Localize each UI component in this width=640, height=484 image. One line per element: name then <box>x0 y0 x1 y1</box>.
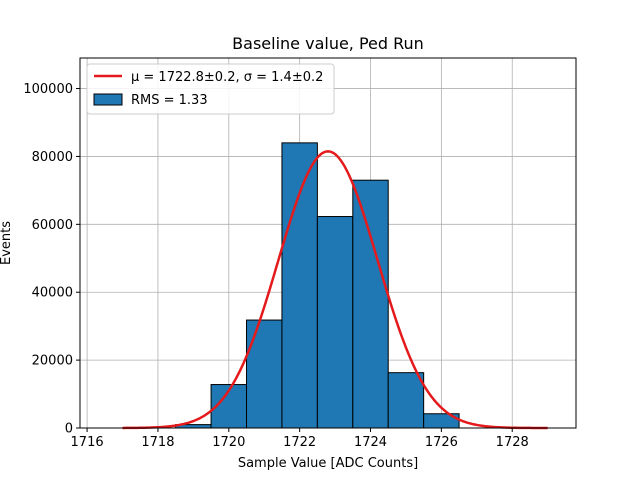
x-tick-label-0: 1716 <box>71 435 104 450</box>
y-tick-label-2: 40000 <box>32 286 73 301</box>
x-tick-label-3: 1722 <box>283 435 316 450</box>
histogram-bars <box>175 142 460 429</box>
legend-histogram-swatch <box>93 93 123 106</box>
y-tick-label-5: 100000 <box>23 82 73 97</box>
plot-frame <box>79 57 577 429</box>
gaussian-fit-curve <box>122 150 548 430</box>
legend-fit-label: μ = 1722.8±0.2, σ = 1.4±0.2 <box>131 70 323 85</box>
legend: μ = 1722.8±0.2, σ = 1.4±0.2 RMS = 1.33 <box>86 63 335 115</box>
y-tick-label-4: 80000 <box>32 150 73 165</box>
chart-title: Baseline value, Ped Run <box>232 34 424 53</box>
y-tick-label-1: 20000 <box>32 354 73 369</box>
histogram-bar-6 <box>387 372 425 429</box>
histogram-bar-4 <box>316 216 354 429</box>
y-axis-label: Events <box>0 221 14 265</box>
y-tick-label-0: 0 <box>65 422 73 437</box>
histogram-bar-2 <box>246 319 283 429</box>
legend-histogram-label: RMS = 1.33 <box>131 93 208 108</box>
histogram-bar-3 <box>281 142 318 429</box>
x-tick-label-2: 1720 <box>212 435 245 450</box>
x-tick-label-1: 1718 <box>141 435 174 450</box>
legend-box <box>86 63 335 115</box>
x-tick-label-4: 1724 <box>354 435 387 450</box>
histogram-bar-5 <box>352 179 389 429</box>
y-tick-label-3: 60000 <box>32 218 73 233</box>
axes <box>79 57 577 429</box>
x-axis-label: Sample Value [ADC Counts] <box>238 456 418 471</box>
ticks: 1716 1718 1720 1722 1724 1726 1728 0 20000 40000 6… <box>23 82 528 450</box>
x-tick-label-5: 1726 <box>425 435 458 450</box>
gaussian-fit <box>122 150 548 430</box>
x-tick-label-6: 1728 <box>496 435 529 450</box>
